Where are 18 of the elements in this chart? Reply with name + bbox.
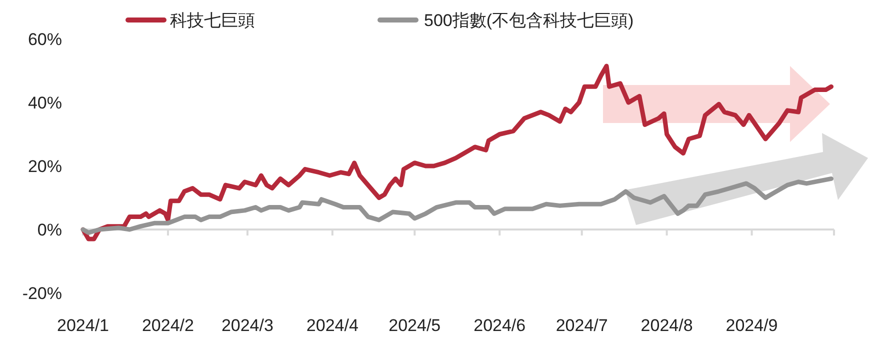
x-tick-label: 2024/4 [306, 316, 358, 335]
y-tick-label: 40% [28, 94, 62, 112]
legend-label: 500指數(不包含科技七巨頭) [424, 11, 634, 30]
x-tick-label: 2024/2 [142, 316, 194, 335]
x-tick-label: 2024/9 [726, 316, 778, 335]
y-tick-label: -20% [22, 284, 62, 303]
line-series [80, 64, 834, 242]
y-tick-label: 60% [28, 30, 62, 49]
x-tick-label: 2024/5 [388, 316, 441, 335]
y-tick-label: 20% [28, 157, 62, 176]
x-tick-label: 2024/8 [640, 316, 693, 335]
x-tick-label: 2024/6 [474, 316, 526, 335]
x-tick-label: 2024/3 [221, 316, 274, 335]
legend-label: 科技七巨頭 [170, 11, 255, 30]
x-tick-label: 2024/1 [57, 316, 109, 335]
line-series [80, 176, 834, 235]
y-tick-label: 0% [37, 220, 62, 240]
x-tick-label: 2024/7 [556, 316, 608, 335]
